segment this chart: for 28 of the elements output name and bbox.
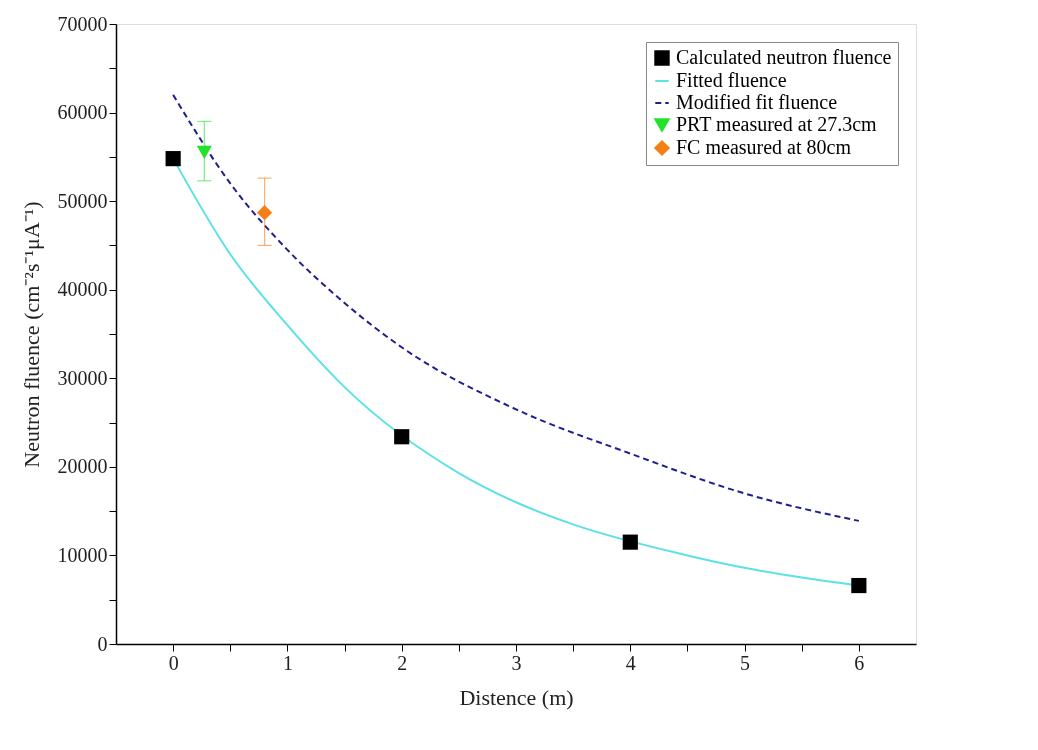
y-tick-label: 60000 bbox=[57, 101, 108, 124]
x-axis-title: Distence (m) bbox=[459, 684, 574, 710]
y-axis-title: Neutron fluence (cm⁻²s⁻¹μA⁻¹) bbox=[18, 201, 44, 468]
x-tick-label: 1 bbox=[282, 651, 293, 674]
x-tick-label: 3 bbox=[511, 651, 522, 674]
point bbox=[256, 205, 273, 221]
y-tick-label: 70000 bbox=[57, 12, 108, 35]
y-tick-label: 30000 bbox=[57, 366, 108, 389]
y-tick-label: 0 bbox=[97, 632, 108, 655]
point bbox=[196, 145, 212, 159]
point bbox=[851, 577, 867, 594]
point bbox=[165, 151, 181, 167]
legend-label: PRT measured at 27.3cm bbox=[676, 113, 878, 135]
y-tick-label: 10000 bbox=[57, 543, 108, 566]
point bbox=[622, 534, 638, 550]
x-tick-label: 5 bbox=[740, 651, 751, 674]
point bbox=[394, 429, 410, 445]
y-tick-label: 50000 bbox=[57, 189, 108, 212]
legend-label: Modified fit fluence bbox=[676, 91, 838, 113]
legend-label: FC measured at 80cm bbox=[676, 136, 852, 158]
x-tick-label: 2 bbox=[397, 651, 408, 674]
y-tick-label: 40000 bbox=[57, 278, 108, 301]
x-tick-label: 6 bbox=[854, 651, 865, 674]
x-tick-label: 0 bbox=[168, 651, 179, 674]
legend-label: Calculated neutron fluence bbox=[676, 46, 892, 68]
legend-label: Fitted fluence bbox=[676, 69, 787, 91]
y-tick-label: 20000 bbox=[57, 455, 108, 478]
x-tick-label: 4 bbox=[625, 651, 636, 674]
